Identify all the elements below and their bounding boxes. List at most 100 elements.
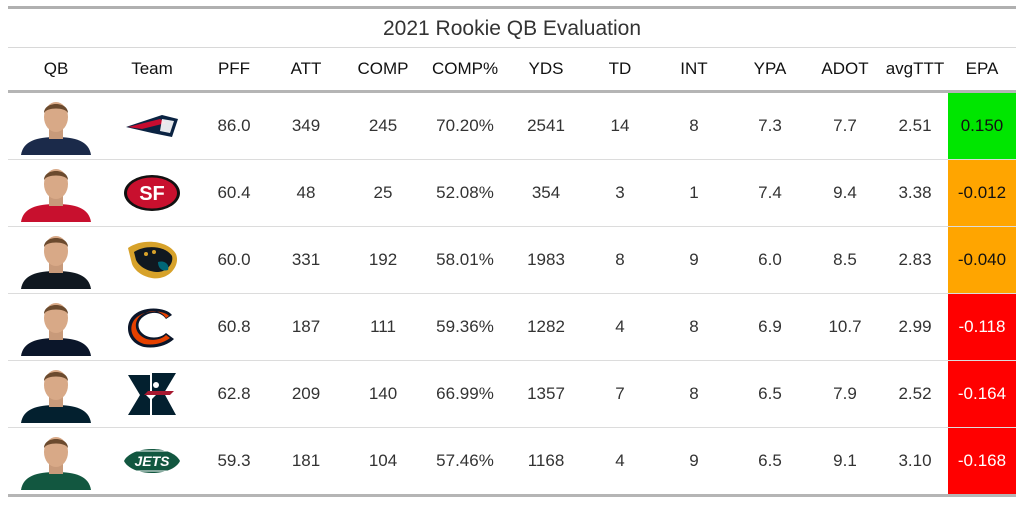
cell-comp-pct: 70.20%	[436, 116, 494, 135]
qb-headshot-icon	[8, 160, 104, 227]
cell-avgttt: 3.38	[898, 183, 932, 202]
cell-int: 8	[689, 116, 699, 135]
cell-td: 4	[615, 451, 625, 470]
table-title: 2021 Rookie QB Evaluation	[383, 17, 641, 40]
qb-table: QB Team PFF ATT COMP COMP% YDS TD INT YP…	[8, 48, 1016, 497]
cell-att: 181	[291, 451, 321, 470]
cell-avgttt: 2.83	[898, 250, 932, 269]
cell-epa: -0.118	[948, 293, 1016, 361]
cell-avgttt: 2.52	[898, 384, 932, 403]
cell-comp: 245	[368, 116, 398, 135]
cell-adot: 9.4	[833, 183, 857, 202]
qb-headshot-icon	[8, 294, 104, 361]
table-row: 60.0 331 192 58.01% 1983 8 9 6.0 8.5 2.83 -0.040	[8, 226, 1016, 294]
cell-comp-pct: 52.08%	[436, 183, 494, 202]
title-rule	[8, 47, 1016, 48]
cell-ypa: 7.4	[758, 183, 782, 202]
texans-logo-icon	[104, 361, 200, 428]
qb-headshot-icon	[8, 428, 104, 496]
col-header-yds[interactable]: YDS	[528, 59, 564, 78]
cell-int: 8	[689, 384, 699, 403]
cell-yds: 1168	[527, 451, 565, 470]
cell-yds: 354	[531, 183, 561, 202]
qb-headshot-icon	[8, 227, 104, 294]
svg-text:SF: SF	[139, 183, 165, 205]
cell-td: 14	[610, 116, 630, 135]
cell-int: 9	[689, 250, 699, 269]
table-container: 2021 Rookie QB Evaluation QB Team PFF AT…	[8, 6, 1016, 497]
cell-comp: 111	[370, 317, 396, 336]
cell-avgttt: 2.51	[898, 116, 932, 135]
cell-int: 1	[689, 183, 699, 202]
cell-adot: 10.7	[828, 317, 862, 336]
cell-adot: 8.5	[833, 250, 857, 269]
cell-comp: 140	[368, 384, 398, 403]
cell-int: 8	[689, 317, 699, 336]
cell-comp-pct: 59.36%	[436, 317, 494, 336]
cell-epa: 0.150	[948, 91, 1016, 160]
cell-pff: 60.0	[217, 250, 251, 269]
cell-att: 187	[291, 317, 321, 336]
cell-yds: 1983	[527, 250, 565, 269]
cell-comp: 104	[368, 451, 398, 470]
cell-adot: 7.9	[833, 384, 857, 403]
cell-comp-pct: 57.46%	[436, 451, 494, 470]
table-row: SF 60.4 48 25 52.08% 354 3 1 7.4 9.4 3.38 -0.012	[8, 159, 1016, 227]
cell-td: 4	[615, 317, 625, 336]
col-header-epa[interactable]: EPA	[965, 59, 999, 78]
col-header-td[interactable]: TD	[608, 59, 632, 78]
cell-int: 9	[689, 451, 699, 470]
table-row: JETS 59.3 181 104 57.46% 1168 4 9 6.5 9.1 3.10 -0.1…	[8, 427, 1016, 496]
col-header-comp[interactable]: COMP	[357, 59, 409, 78]
col-header-adot[interactable]: ADOT	[821, 59, 869, 78]
cell-pff: 60.4	[217, 183, 251, 202]
cell-att: 209	[291, 384, 321, 403]
col-header-pff[interactable]: PFF	[217, 59, 251, 78]
cell-td: 7	[615, 384, 625, 403]
cell-td: 3	[615, 183, 625, 202]
col-header-att[interactable]: ATT	[290, 59, 322, 78]
cell-yds: 1282	[527, 317, 565, 336]
qb-headshot-icon	[8, 92, 104, 160]
cell-pff: 60.8	[217, 317, 251, 336]
cell-epa: -0.040	[948, 226, 1016, 294]
cell-ypa: 6.5	[758, 451, 782, 470]
cell-td: 8	[615, 250, 625, 269]
bears-logo-icon	[104, 294, 200, 361]
header-row: QB Team PFF ATT COMP COMP% YDS TD INT YP…	[8, 48, 1016, 92]
cell-ypa: 7.3	[758, 116, 782, 135]
cell-pff: 86.0	[217, 116, 251, 135]
cell-pff: 59.3	[217, 451, 251, 470]
qb-headshot-icon	[8, 361, 104, 428]
cell-adot: 7.7	[833, 116, 857, 135]
49ers-logo-icon: SF	[104, 160, 200, 227]
cell-yds: 1357	[527, 384, 565, 403]
cell-ypa: 6.9	[758, 317, 782, 336]
cell-adot: 9.1	[833, 451, 857, 470]
svg-text:JETS: JETS	[134, 453, 170, 469]
cell-comp-pct: 58.01%	[436, 250, 494, 269]
cell-avgttt: 3.10	[898, 451, 932, 470]
cell-epa: -0.012	[948, 159, 1016, 227]
col-header-comp-pct[interactable]: COMP%	[431, 59, 499, 78]
cell-ypa: 6.0	[758, 250, 782, 269]
col-header-int[interactable]: INT	[680, 59, 708, 78]
cell-yds: 2541	[527, 116, 565, 135]
col-header-ypa[interactable]: YPA	[753, 59, 787, 78]
table-row: 60.8 187 111 59.36% 1282 4 8 6.9 10.7 2.99 -0.118	[8, 293, 1016, 361]
cell-att: 349	[291, 116, 321, 135]
col-header-team[interactable]: Team	[131, 59, 173, 78]
cell-ypa: 6.5	[758, 384, 782, 403]
cell-epa: -0.168	[948, 427, 1016, 496]
jaguars-logo-icon	[104, 227, 200, 294]
cell-epa: -0.164	[948, 360, 1016, 428]
patriots-logo-icon	[104, 92, 200, 160]
cell-avgttt: 2.99	[898, 317, 932, 336]
cell-comp: 192	[368, 250, 398, 269]
cell-comp: 25	[373, 183, 393, 202]
col-header-avgttt[interactable]: avgTTT	[885, 59, 945, 78]
cell-att: 48	[296, 183, 316, 202]
cell-pff: 62.8	[217, 384, 251, 403]
col-header-qb[interactable]: QB	[43, 59, 69, 78]
jets-logo-icon: JETS	[104, 428, 200, 496]
